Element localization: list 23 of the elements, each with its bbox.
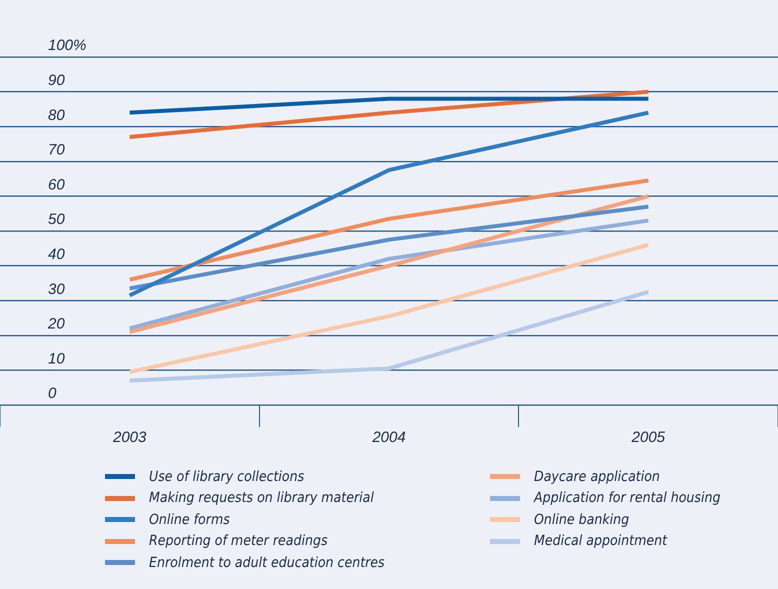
x-tick-label: 2004 [371,429,406,446]
legend-label: Online banking [534,512,630,528]
legend-label: Medical appointment [534,533,668,550]
legend-label: Making requests on library material [149,490,374,506]
y-tick-label: 20 [47,316,66,333]
y-tick-label: 60 [48,176,66,194]
legend-label: Application for rental housing [534,490,720,506]
y-tick-label: 30 [48,280,66,298]
y-tick-label: 80 [48,106,66,124]
y-tick-label: 100% [48,37,86,54]
x-tick-label: 2005 [630,429,666,446]
y-tick-label: 50 [48,211,66,228]
legend-label: Reporting of meter readings [149,533,328,550]
y-tick-label: 70 [48,142,66,159]
legend-label: Use of library collections [149,468,304,485]
y-tick-label: 10 [48,350,66,368]
y-tick-label: 0 [48,385,57,402]
x-tick-label: 2003 [112,429,148,446]
legend-label: Online forms [149,512,230,528]
y-tick-label: 90 [48,72,66,89]
legend-label: Enrolment to adult education centres [149,554,385,571]
legend-label: Daycare application [534,468,660,485]
y-tick-label: 40 [48,246,66,263]
